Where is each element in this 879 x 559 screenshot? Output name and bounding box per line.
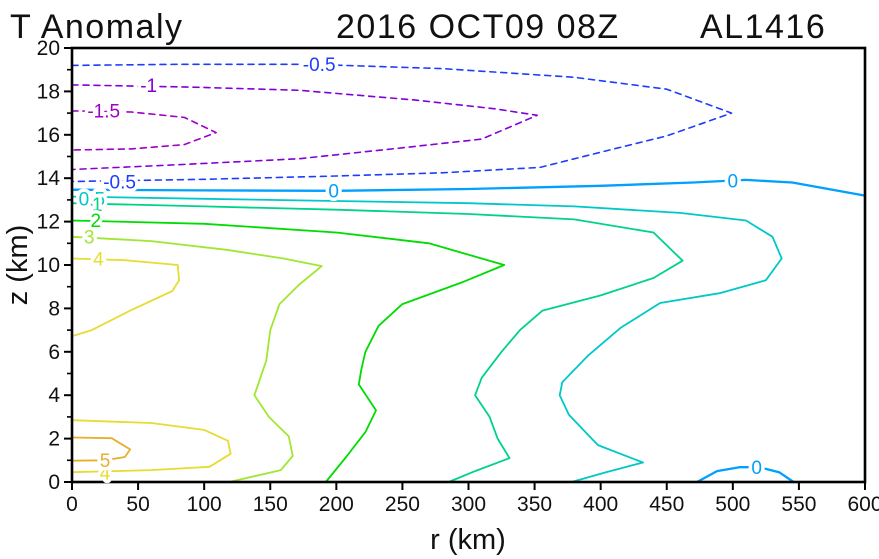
contour-line-5: [71, 436, 132, 462]
plot-title-storm-id: AL1416: [700, 8, 826, 46]
contour-label-4: 4: [100, 463, 111, 484]
plot-title-datetime: 2016 OCT09 08Z: [336, 8, 620, 46]
contour-line-0.5: [71, 195, 783, 483]
x-axis-tick-label: 400: [583, 493, 618, 516]
contour-label-5: 5: [100, 451, 111, 472]
y-axis-tick-label: 18: [37, 80, 60, 103]
contour-label-3: 3: [84, 228, 95, 249]
x-axis-tick-label: 300: [451, 493, 486, 516]
y-axis-tick-label: 2: [48, 428, 60, 451]
contour-label-2: 2: [91, 211, 102, 232]
x-axis-tick-label: 250: [385, 493, 420, 516]
contour-line--1: [71, 84, 538, 171]
y-axis-tick-label: 10: [37, 254, 60, 277]
x-axis-tick-label: 550: [781, 493, 816, 516]
contour-label--0.5: -0.5: [103, 173, 136, 194]
y-axis-tick-label: 0: [48, 471, 60, 494]
x-axis-tick-label: 50: [126, 493, 149, 516]
plot-frame: [70, 46, 867, 484]
y-axis-tick-label: 8: [48, 297, 60, 320]
y-axis-tick-label: 4: [48, 384, 60, 407]
contour-line-2: [71, 219, 506, 483]
contour-label-0: 0: [751, 458, 762, 479]
axes-layer: 0 50 100 150 200 250 300 350 400 450 500 550 6000246…: [37, 37, 879, 516]
contour-label--1: -1: [140, 76, 157, 97]
contour-label-0: 0: [328, 181, 339, 202]
contour-label-1: 1: [92, 195, 103, 216]
x-axis-tick-label: 200: [319, 493, 354, 516]
y-axis-tick-label: 20: [37, 37, 60, 60]
contour-label-0: 0: [728, 171, 739, 192]
contour-layer: [70, 63, 867, 484]
y-axis-tick-label: 12: [37, 211, 60, 234]
x-axis-tick-label: 100: [187, 493, 222, 516]
contour-line-3: [71, 235, 323, 483]
contour-label--0.5: -0.5: [303, 55, 336, 76]
x-axis-tick-label: 600: [847, 493, 879, 516]
y-axis-tick-label: 16: [37, 124, 60, 147]
x-axis-tick-label: 350: [517, 493, 552, 516]
contour-line--1.5: [71, 110, 217, 151]
contour-label--1.5: -1.5: [87, 101, 120, 122]
contour-label-0.5: 0.5: [79, 189, 105, 210]
y-axis-tick-label: 6: [48, 341, 60, 364]
x-axis-tick-label: 150: [253, 493, 288, 516]
contour-line-4: [71, 419, 232, 474]
x-axis-label: r (km): [430, 524, 506, 556]
y-axis-label: z (km): [2, 225, 34, 306]
plot-title-variable: T Anomaly: [10, 8, 184, 46]
contour-label-4: 4: [93, 249, 104, 270]
contour-line--0.5: [71, 63, 733, 183]
contour-line-4: [71, 257, 180, 338]
contour-line-1: [71, 202, 684, 483]
contour-line-0: [695, 466, 795, 484]
contour-line-0: [70, 178, 867, 197]
y-axis-tick-label: 14: [37, 167, 61, 190]
x-axis-tick-label: 500: [715, 493, 750, 516]
x-axis-tick-label: 450: [649, 493, 684, 516]
x-axis-tick-label: 0: [66, 493, 78, 516]
